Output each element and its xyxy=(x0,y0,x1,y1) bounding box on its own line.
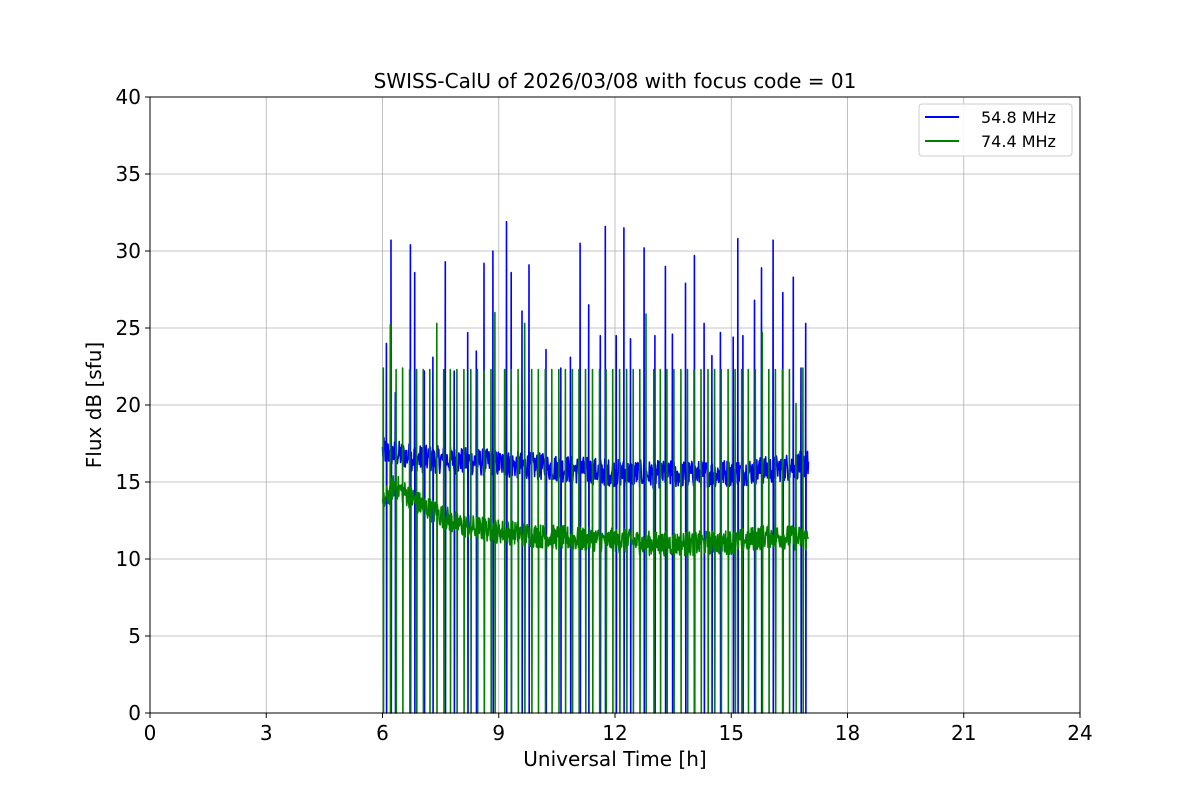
grid xyxy=(149,96,1081,714)
chart-title: SWISS-CalU of 2026/03/08 with focus code… xyxy=(374,69,857,93)
y-tick-label: 0 xyxy=(128,701,141,725)
x-axis-label: Universal Time [h] xyxy=(523,747,706,771)
x-tick-label: 21 xyxy=(951,721,976,745)
x-tick-label: 24 xyxy=(1067,721,1092,745)
x-tick-label: 9 xyxy=(492,721,505,745)
series-layer xyxy=(381,220,810,714)
x-tick-label: 6 xyxy=(376,721,389,745)
series-line-blue xyxy=(381,220,810,714)
legend: 54.8 MHz 74.4 MHz xyxy=(918,103,1073,157)
x-tick-label: 3 xyxy=(260,721,273,745)
legend-label: 54.8 MHz xyxy=(981,108,1056,127)
y-tick-label: 10 xyxy=(116,547,141,571)
y-tick-label: 30 xyxy=(116,239,141,263)
y-tick-label: 15 xyxy=(116,470,141,494)
x-tick-label: 18 xyxy=(835,721,860,745)
y-tick-label: 5 xyxy=(128,624,141,648)
x-tick-label: 0 xyxy=(144,721,157,745)
y-tick-label: 35 xyxy=(116,162,141,186)
y-tick-label: 40 xyxy=(116,85,141,109)
x-tick-label: 15 xyxy=(719,721,744,745)
y-tick-label: 25 xyxy=(116,316,141,340)
ticks: 0 3 6 9 12 15 18 21 24 0 5 10 15 20 25 30 35 40 xyxy=(116,85,1093,745)
y-tick-label: 20 xyxy=(116,393,141,417)
y-axis-label: Flux dB [sfu] xyxy=(82,342,106,468)
legend-label: 74.4 MHz xyxy=(981,132,1056,151)
x-tick-label: 12 xyxy=(602,721,627,745)
series-line-green xyxy=(381,311,810,714)
